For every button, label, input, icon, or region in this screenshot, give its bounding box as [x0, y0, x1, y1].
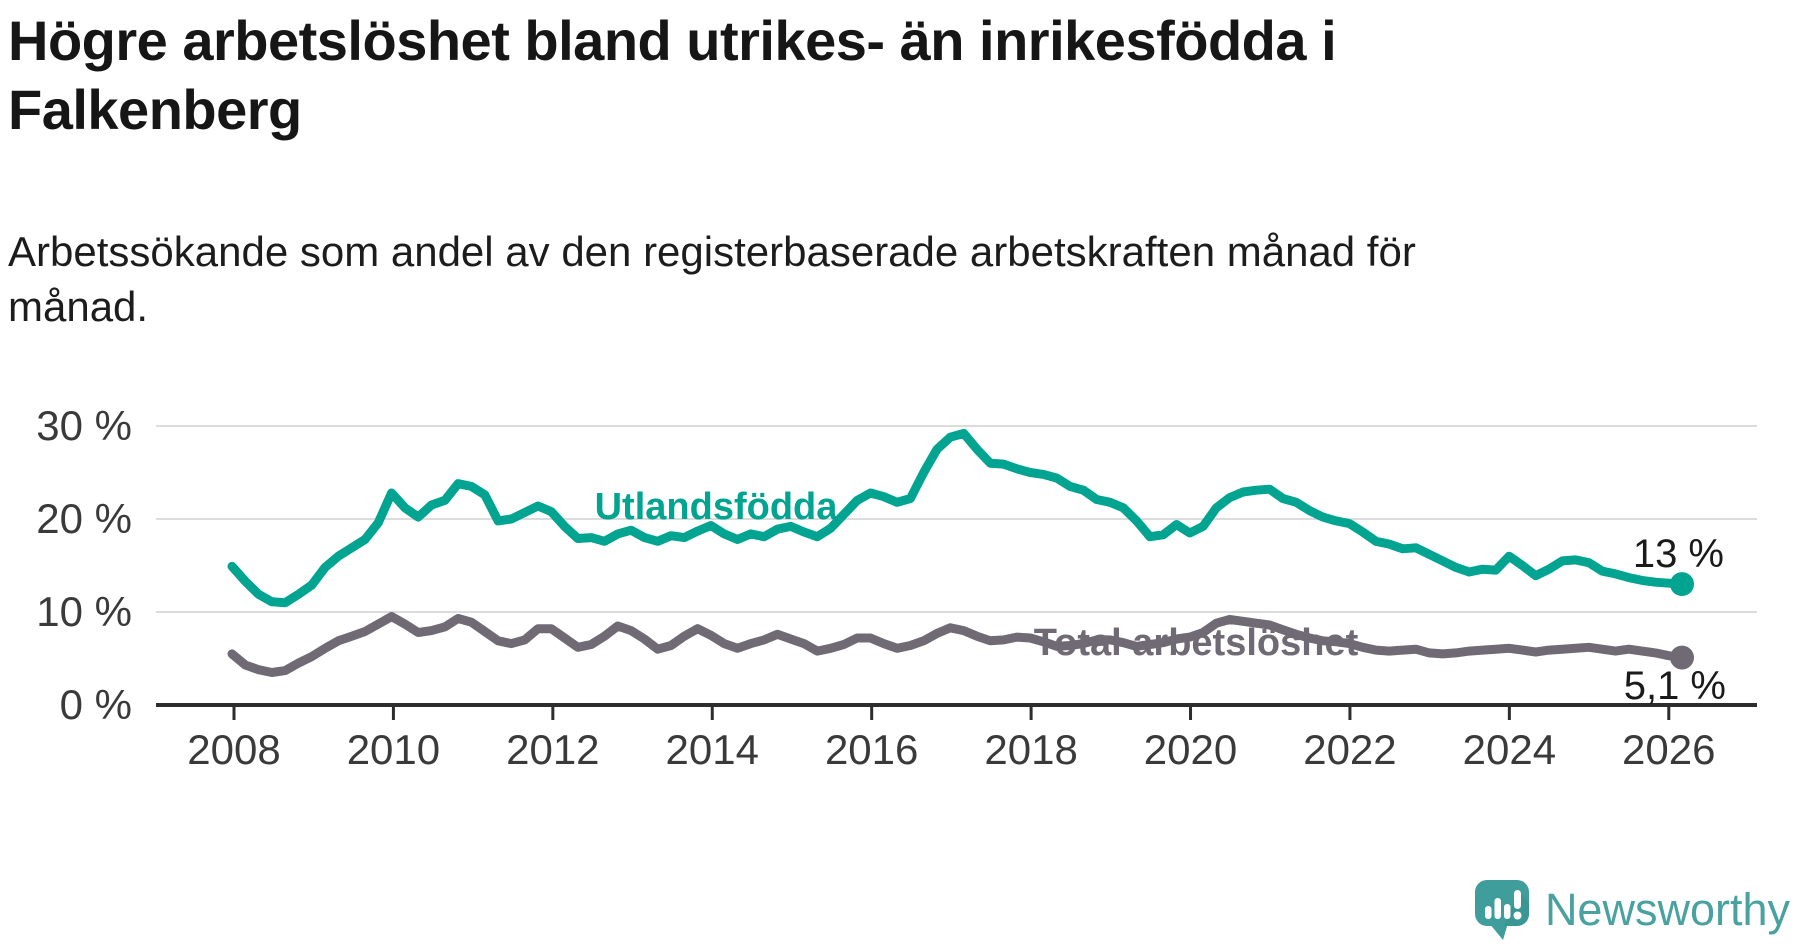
y-axis-label-30: 30 %	[36, 402, 132, 449]
title-line-2: Falkenberg	[8, 78, 302, 141]
x-axis-label-2024: 2024	[1463, 726, 1556, 773]
series-line-total-arbetsloshet	[227, 612, 1687, 677]
x-axis-label-2010: 2010	[347, 726, 440, 773]
series-label-total-arbetsloshet: Total arbetslöshet	[1034, 622, 1359, 664]
series-end-dot-utlandsfodda	[1670, 572, 1694, 597]
x-axis-label-2018: 2018	[984, 726, 1077, 773]
newsworthy-logo-icon	[1474, 880, 1529, 940]
x-axis-label-2014: 2014	[666, 726, 759, 773]
page-title: Högre arbetslöshet bland utrikes- än inr…	[8, 6, 1748, 144]
x-axis-label-2020: 2020	[1144, 726, 1237, 773]
x-axis-label-2026: 2026	[1622, 726, 1715, 773]
series-line-utlandsfodda	[227, 428, 1687, 608]
x-axis-label-2016: 2016	[825, 726, 918, 773]
y-axis-label-10: 10 %	[36, 588, 132, 635]
y-axis-label-20: 20 %	[36, 495, 132, 542]
x-axis-label-2008: 2008	[187, 726, 280, 773]
subtitle-line-2: månad.	[8, 283, 149, 330]
series-end-dot-total-arbetsloshet	[1670, 645, 1694, 670]
x-axis-label-2022: 2022	[1303, 726, 1396, 773]
end-value-label-total-arbetsloshet: 5,1 %	[1624, 664, 1726, 708]
x-axis-label-2012: 2012	[506, 726, 599, 773]
y-axis-label-0: 0 %	[60, 681, 132, 728]
chart-subtitle: Arbetssökande som andel av den registerb…	[8, 224, 1748, 334]
title-line-1: Högre arbetslöshet bland utrikes- än inr…	[8, 9, 1337, 72]
subtitle-line-1: Arbetssökande som andel av den registerb…	[8, 228, 1416, 275]
end-value-label-utlandsfodda: 13 %	[1633, 532, 1724, 576]
newsworthy-logo-text: Newsworthy	[1544, 884, 1790, 935]
newsworthy-logo[interactable]: Newsworthy	[1474, 880, 1790, 940]
series-label-utlandsfodda: Utlandsfödda	[595, 486, 839, 528]
